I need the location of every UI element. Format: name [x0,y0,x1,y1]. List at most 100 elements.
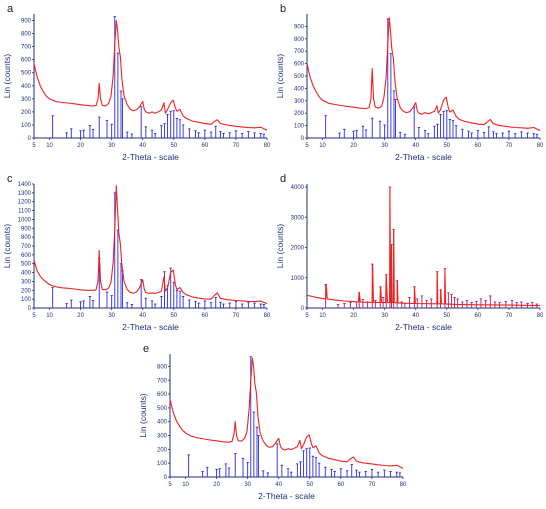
xrd-chart-a: 0 100 200 300 400 500 600 700 800 900 5 10 20 30 40 50 6… [2,14,271,162]
y-tick-label: 700 [21,244,32,250]
x-tick-label: 5 [168,482,172,488]
panel-c: c 0 100 200 300 400 500 600 700 800 900 1000 1100 12… [0,170,273,340]
measured-pattern-line [306,186,541,307]
x-tick-label: 50 [306,482,313,488]
y-tick-label: 500 [294,74,305,80]
y-tick-label: 400 [294,86,305,92]
y-tick-label: 1400 [18,182,32,188]
y-tick-label: 300 [21,279,32,285]
y-tick-label: 100 [294,124,305,130]
y-tick-label: 100 [157,461,168,467]
x-tick-label: 70 [233,143,240,149]
x-tick-label: 70 [506,313,513,319]
x-tick-label: 30 [244,482,251,488]
x-tick-label: 60 [475,143,482,149]
y-tick-label: 1000 [18,217,32,223]
x-tick-label: 80 [537,143,544,149]
x-axis-title: 2-Theta - scale [395,152,452,162]
y-tick-label: 100 [21,123,32,129]
x-tick-label: 60 [202,313,209,319]
x-tick-label: 40 [139,143,146,149]
x-tick-label: 70 [369,482,376,488]
y-tick-label: 4000 [291,185,305,191]
panel-e: e 0 100 200 300 400 500 600 700 800 5 10 20 30 40 50 60… [136,340,409,509]
y-tick-label: 200 [21,110,32,116]
y-tick-label: 400 [21,271,32,277]
y-tick-label: 500 [157,406,168,412]
x-tick-label: 30 [381,313,388,319]
x-tick-label: 20 [77,313,84,319]
y-tick-label: 0 [164,475,168,481]
y-tick-label: 600 [157,392,168,398]
x-tick-label: 40 [275,482,282,488]
y-tick-label: 1100 [18,209,32,215]
x-tick-label: 20 [350,313,357,319]
y-tick-label: 500 [21,71,32,77]
xrd-chart-e: 0 100 200 300 400 500 600 700 800 5 10 20 30 40 50 60 70… [138,354,407,501]
y-tick-label: 0 [28,306,32,312]
x-tick-label: 10 [46,143,53,149]
y-tick-label: 0 [28,136,32,142]
x-axis-title: 2-Theta - scale [395,322,452,332]
x-tick-label: 10 [182,482,189,488]
xrd-chart-b: 0 100 200 300 400 500 600 700 800 900 5 10 20 30 40 50 6… [275,14,544,162]
y-tick-label: 300 [294,99,305,105]
x-tick-label: 50 [170,313,177,319]
xrd-chart-d: 0 1000 2000 3000 4000 5 10 20 30 40 50 60 70 80 2-Thet… [275,184,544,332]
x-tick-label: 30 [108,313,115,319]
y-tick-label: 700 [157,378,168,384]
y-axis-title: Lin (counts) [2,54,12,99]
panel-letter-b: b [280,3,287,15]
x-tick-label: 50 [443,143,450,149]
panel-letter-c: c [7,173,13,185]
x-tick-label: 40 [412,313,419,319]
x-tick-label: 20 [77,143,84,149]
y-axis-title: Lin (counts) [138,393,148,438]
x-tick-label: 5 [305,143,309,149]
x-tick-label: 50 [443,313,450,319]
y-tick-label: 500 [21,262,32,268]
x-tick-label: 20 [213,482,220,488]
x-tick-label: 70 [506,143,513,149]
x-tick-label: 80 [400,482,407,488]
x-tick-label: 5 [305,313,309,319]
y-tick-label: 100 [21,297,32,303]
y-tick-label: 200 [294,111,305,117]
panel-d: d 0 1000 2000 3000 4000 5 10 20 30 40 50 60 70 80 2-Th… [273,170,546,340]
y-tick-label: 800 [294,37,305,43]
y-axis-title: Lin (counts) [2,224,12,269]
xrd-chart-c: 0 100 200 300 400 500 600 700 800 900 1000 1100 1200… [2,182,271,332]
x-tick-label: 80 [537,313,544,319]
y-tick-label: 600 [294,62,305,68]
panel-letter-a: a [7,3,14,15]
y-axis-title: Lin (counts) [275,54,285,99]
x-axis-title: 2-Theta - scale [122,152,179,162]
x-axis-title: 2-Theta - scale [258,491,315,501]
y-tick-label: 600 [21,58,32,64]
y-tick-label: 300 [157,434,168,440]
y-tick-label: 1200 [18,200,32,206]
y-tick-label: 400 [157,420,168,426]
y-tick-label: 900 [21,226,32,232]
panel-letter-e: e [143,343,150,355]
x-tick-label: 40 [139,313,146,319]
x-tick-label: 60 [338,482,345,488]
y-tick-label: 900 [21,19,32,25]
y-tick-label: 400 [21,84,32,90]
x-tick-label: 60 [202,143,209,149]
y-tick-label: 700 [294,49,305,55]
y-tick-label: 800 [157,364,168,370]
y-tick-label: 1300 [18,191,32,197]
y-tick-label: 200 [157,447,168,453]
y-tick-label: 800 [21,32,32,38]
x-tick-label: 10 [319,313,326,319]
measured-pattern-line [33,19,268,131]
y-tick-label: 0 [301,136,305,142]
x-tick-label: 80 [264,143,271,149]
x-tick-label: 10 [319,143,326,149]
panel-b: b 0 100 200 300 400 500 600 700 800 900 5 10 20 30 40 5… [273,0,546,170]
y-tick-label: 1000 [291,276,305,282]
panel-letter-d: d [280,173,287,185]
x-tick-label: 5 [32,143,36,149]
x-tick-label: 70 [233,313,240,319]
